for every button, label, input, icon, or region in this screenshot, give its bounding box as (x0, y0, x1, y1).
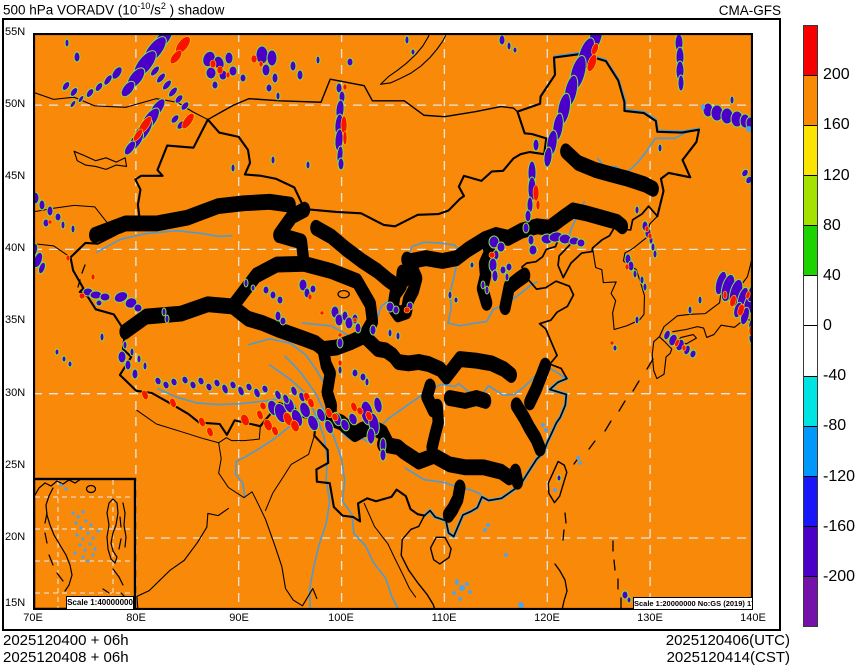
lake-baikal-shore (381, 33, 430, 84)
colorbar-tick-label: -120 (823, 467, 856, 485)
lat-label: 15N (5, 597, 26, 609)
inset-graticule (35, 480, 134, 608)
mekong-river (285, 356, 398, 609)
inset-map (32, 477, 137, 611)
colorbar-tick-label: -80 (823, 417, 847, 435)
colorbar-tick-label: -40 (823, 367, 847, 385)
india-east-coast (137, 508, 229, 609)
japan-shikoku-coast (678, 335, 696, 344)
qinghai-lake (338, 291, 349, 298)
inset-scale-label: Scale 1:40000000 (66, 596, 134, 610)
valid-time-cst: 2025120414(CST) (666, 649, 790, 666)
amur-river (541, 52, 699, 131)
nepal-india-border (137, 410, 260, 442)
inset-island-dots (59, 483, 100, 563)
colorbar-tick-label: 120 (823, 166, 850, 184)
lon-label: 110E (431, 612, 457, 624)
anomaly-blobs (27, 23, 758, 608)
lon-label: 80E (126, 612, 146, 624)
lon-label: 120E (534, 612, 560, 624)
colorbar (803, 25, 818, 627)
island-dashes (77, 264, 654, 611)
lat-label: 40N (5, 242, 26, 254)
tarim-river (97, 231, 232, 253)
colorbar-tick-label: -200 (823, 567, 856, 585)
lat-label: 50N (5, 98, 26, 110)
colorbar-tick-label: 40 (823, 266, 841, 284)
outer-frame (2, 18, 781, 631)
colorbar-tick-label: 80 (823, 216, 841, 234)
page-title: 500 hPa VORADV (10-10/s2 ) shadow (3, 1, 225, 18)
lat-label: 35N (5, 314, 26, 326)
lon-label: 70E (23, 612, 43, 624)
map-frame (32, 32, 754, 611)
lon-label: 100E (328, 612, 354, 624)
laos-vietnam-border (364, 503, 415, 597)
lat-label: 20N (5, 531, 26, 543)
lon-label: 130E (637, 612, 663, 624)
hainan-coast (431, 537, 452, 564)
valid-time-utc: 2025120406(UTC) (665, 632, 790, 649)
lake-baikal (381, 33, 447, 84)
lat-label: 30N (5, 387, 26, 399)
colorbar-tick-label: 160 (823, 116, 850, 134)
japan-kyushu-coast (652, 337, 672, 379)
geography (33, 33, 753, 610)
model-name-label: CMA-GFS (718, 3, 781, 18)
myanmar-coast (265, 519, 316, 606)
lake-balkhash (74, 151, 126, 169)
map-canvas (27, 23, 758, 611)
init-time-line1: 2025120400 + 06h (3, 632, 129, 649)
taiwan-coast (548, 462, 567, 503)
colorbar-tick-label: -160 (823, 517, 856, 535)
bangladesh-border (219, 443, 266, 519)
colorbar-tick-label: 0 (823, 317, 832, 334)
lat-label: 55N (5, 26, 26, 38)
china-north-border (208, 54, 699, 226)
province-borders (89, 143, 659, 523)
lat-label: 45N (5, 170, 26, 182)
tajik-border (33, 244, 71, 258)
myanmar-india-border (265, 436, 314, 511)
mongolia-russia-border (208, 79, 518, 119)
vietnam-coast (401, 516, 435, 610)
lon-label: 140E (740, 612, 766, 624)
colorbar-tick-label: 200 (823, 66, 850, 84)
lat-label: 25N (5, 459, 26, 471)
main-scale-label: Scale 1:20000000 No:GS (2019) 1786 (633, 597, 753, 610)
map-svg (27, 23, 758, 611)
east-china-coast (522, 206, 657, 378)
init-time-line2: 2025120408 + 06h (3, 649, 129, 666)
lon-label: 90E (229, 612, 249, 624)
